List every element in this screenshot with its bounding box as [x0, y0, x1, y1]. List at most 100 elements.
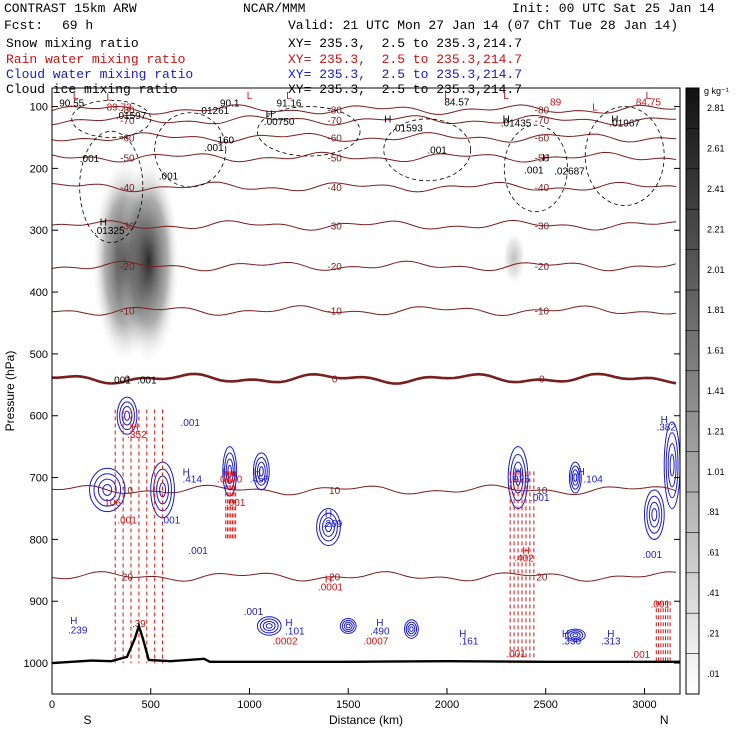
contour-annotation: 84.75: [636, 97, 661, 108]
contour-annotation: .001: [427, 146, 447, 157]
contour-annotation: H: [376, 618, 383, 629]
isotherm-label: -30: [120, 221, 135, 232]
contour-annotation: .382: [656, 423, 676, 434]
contour-annotation: .02687: [554, 167, 585, 178]
isotherm-label: -80: [327, 106, 342, 117]
colorbar-tick-label: 2.61: [707, 144, 725, 154]
cloud-water-contour: [646, 495, 663, 534]
contour-annotation: .490: [370, 627, 390, 638]
init-label: Init: 00 UTC Sat 25 Jan 14: [512, 1, 715, 16]
contour-annotation: L: [286, 91, 292, 102]
isotherm-line: [52, 132, 677, 143]
contour-annotation: .0001: [318, 583, 343, 594]
isotherm-line: [52, 151, 677, 163]
contour-annotation: H: [607, 629, 614, 640]
contour-annotation: .925: [510, 475, 530, 486]
x-tick-label: 1000: [237, 699, 261, 711]
isotherm-label: -80: [120, 106, 135, 117]
valid-label: Valid: 21 UTC Mon 27 Jan 14 (07 ChT Tue …: [288, 18, 679, 33]
cloud-water-contour: [643, 489, 665, 540]
isotherm-label: -40: [535, 183, 550, 194]
contour-annotation: L: [444, 91, 450, 102]
cloud-water-contour: [407, 623, 416, 635]
contour-annotation: H: [325, 509, 332, 520]
contour-annotation: H: [254, 468, 261, 479]
cloud-ice-contour: [154, 112, 227, 188]
field-cloudwater-name: Cloud water mixing ratio: [6, 67, 194, 82]
contour-annotation: .001: [80, 154, 100, 165]
fcst-value: 69 h: [62, 18, 94, 33]
fcst-label: Fcst:: [4, 18, 44, 33]
contour-annotation: 89.73: [107, 102, 132, 113]
colorbar-tick-label: 1.61: [707, 346, 725, 356]
y-tick-label: 400: [30, 287, 48, 299]
cloud-ice-contours: [71, 99, 665, 243]
contour-annotation: 90.1: [220, 99, 240, 110]
isotherm-label: 20: [122, 573, 134, 584]
contour-annotation: .456: [250, 475, 270, 486]
contour-annotation: .239: [68, 625, 88, 636]
contour-annotation: .001: [204, 143, 224, 154]
isotherm-label: 0: [332, 375, 338, 386]
contour-annotation: H: [100, 217, 107, 228]
cloud-water-contour: [573, 473, 578, 482]
x-tick-label: 2500: [533, 699, 557, 711]
cloud-water-contour: [89, 467, 126, 513]
contour-annotation: .00750: [264, 117, 295, 128]
contour-annotation: .001: [651, 599, 671, 610]
cloud-water-contour: [258, 466, 264, 477]
snow-column: [117, 156, 180, 367]
cloud-ice-contour: [584, 106, 665, 206]
x-axis-label: Distance (km): [329, 713, 403, 727]
cloud-water-contour: [322, 517, 335, 537]
cloud-water-contour: [343, 621, 353, 631]
contour-annotation: H: [459, 629, 466, 640]
contour-annotation: .001: [643, 550, 663, 561]
colorbar-tick-label: 1.01: [707, 467, 725, 477]
isotherm-label: -30: [327, 221, 342, 232]
contour-annotation: .001: [161, 515, 181, 526]
cloud-water-contour: [568, 461, 582, 494]
contour-annotation: .313: [601, 637, 621, 648]
cloud-ice-contour: [256, 106, 361, 157]
cloud-ice-contour: [383, 118, 472, 182]
colorbar-tick-label: 1.41: [707, 386, 725, 396]
cloud-water-contour: [663, 421, 680, 509]
isotherm-label: -40: [327, 183, 342, 194]
y-tick-label: 600: [30, 411, 48, 423]
contour-annotation: .001: [631, 650, 651, 661]
cloud-water-contour: [256, 461, 266, 482]
contour-annotation: .01261: [199, 106, 230, 117]
contour-annotation: .0170: [217, 475, 242, 486]
contour-annotation: L: [73, 91, 79, 102]
isotherm-line: [52, 305, 677, 317]
contour-annotation: .104: [583, 475, 603, 486]
contour-annotation: L: [106, 92, 112, 103]
contour-annotation: .001: [188, 546, 208, 557]
cloud-ice-contour: [71, 99, 152, 138]
cloud-water-contour: [121, 405, 133, 426]
isotherm-label: 20: [329, 573, 341, 584]
cloud-water-contour: [409, 626, 414, 632]
contour-annotation: 84.57: [444, 97, 469, 108]
contour-annotation: H: [70, 616, 77, 627]
contour-annotation: .001: [506, 649, 526, 660]
isotherm-line: [52, 372, 677, 385]
cloud-water-contour: [252, 452, 270, 491]
x-tick-label: 2000: [435, 699, 459, 711]
isotherm-label: 10: [122, 486, 134, 497]
y-tick-label: 1000: [24, 658, 48, 670]
cloud-water-contour: [319, 512, 338, 542]
plot-frame: [51, 87, 681, 695]
field-cloudice-xy: XY= 235.3, 2.5 to 235.3,214.7: [288, 82, 523, 97]
contour-annotation: H: [325, 575, 332, 586]
colorbar-tick-label: 2.81: [707, 103, 725, 113]
isotherm-label: -70: [535, 116, 550, 127]
contour-annotation: H: [661, 415, 668, 426]
isotherm-label: 0: [539, 375, 545, 386]
colorbar-tick-label: .01: [707, 669, 720, 679]
contour-annotation: 89: [550, 97, 562, 108]
contour-annotation: .001: [117, 515, 137, 526]
